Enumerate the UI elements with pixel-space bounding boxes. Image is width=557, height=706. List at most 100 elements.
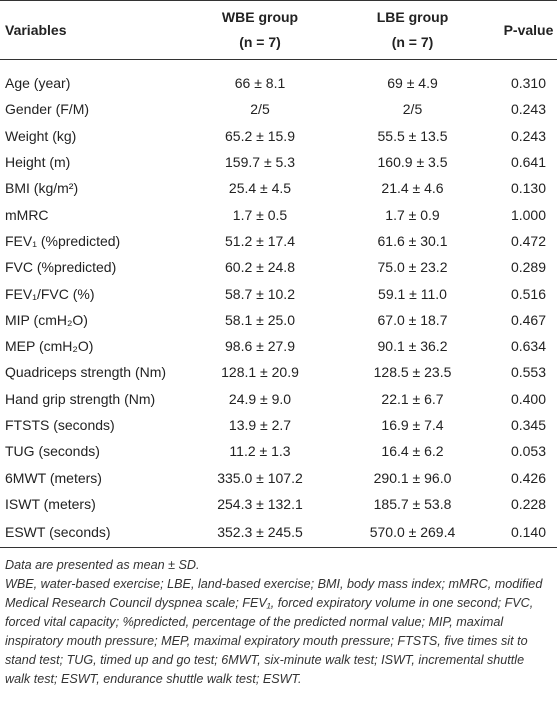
table-cell: Weight (kg): [5, 127, 77, 144]
table-cell: MIP (cmH₂O): [5, 311, 88, 328]
table-cell: 0.400: [510, 390, 547, 407]
table-cell: 160.9 ± 3.5: [377, 154, 448, 171]
table-cell: 13.9 ± 2.7: [228, 417, 292, 433]
table-cell: 16.4 ± 6.2: [381, 443, 444, 460]
table-cell: 16.9 ± 7.4: [381, 417, 444, 433]
footnote: WBE, water-based exercise; LBE, land-bas…: [5, 577, 543, 687]
table-cell: 58.7 ± 10.2: [225, 285, 295, 302]
table-cell: 0.243: [510, 101, 547, 118]
table-cell: 0.472: [510, 232, 547, 249]
table-cell: 1.7 ± 0.9: [385, 206, 440, 223]
table-cell: 1.000: [510, 206, 547, 223]
table-cell: 128.5 ± 23.5: [373, 364, 452, 381]
table-cell: Quadriceps strength (Nm): [5, 364, 167, 381]
table-row: MEP (cmH₂O) 98.6 ± 27.9 90.1 ± 36.2 0.634: [0, 333, 557, 359]
table-row: FEV₁ (%predicted) 51.2 ± 17.4 61.6 ± 30.1 0…: [0, 228, 557, 254]
table-cell: FEV₁ (%predicted): [5, 232, 121, 249]
table-cell: Gender (F/M): [5, 101, 90, 118]
table-cell: BMI (kg/m²): [5, 180, 79, 197]
table-cell: 0.553: [510, 364, 547, 381]
table-row: Height (m) 159.7 ± 5.3 160.9 ± 3.5 0.641: [0, 149, 557, 175]
table-row: FVC (%predicted) 60.2 ± 24.8 75.0 ± 23.2 0.…: [0, 254, 557, 280]
table-cell: Age (year): [5, 75, 71, 92]
header-text: Variables: [5, 21, 67, 38]
table-cell: 75.0 ± 23.2: [377, 259, 448, 276]
table-cell: 159.7 ± 5.3: [225, 154, 295, 171]
table-cell: 0.130: [510, 180, 547, 197]
table-cell: 98.6 ± 27.9: [225, 338, 295, 355]
table-cell: 90.1 ± 36.2: [377, 338, 448, 355]
header-cell: LBE group (n = 7): [325, 1, 500, 60]
table-cell: 0.243: [510, 127, 547, 144]
table-cell: 67.0 ± 18.7: [377, 311, 448, 328]
table-cell: 0.140: [510, 524, 547, 541]
table-row: Gender (F/M) 2/5 2/5 0.243: [0, 96, 557, 122]
table-cell: 69 ± 4.9: [387, 75, 438, 92]
table-cell: 0.516: [510, 285, 547, 302]
table-row: TUG (seconds) 11.2 ± 1.3 16.4 ± 6.2 0.053: [0, 438, 557, 464]
header-text: P-value: [503, 21, 554, 38]
table-cell: FVC (%predicted): [5, 259, 117, 276]
table-cell: 335.0 ± 107.2: [217, 469, 303, 486]
table-cell: MEP (cmH₂O): [5, 338, 94, 355]
table-cell: Height (m): [5, 154, 71, 171]
table-cell: 6MWT (meters): [5, 469, 102, 486]
table-cell: 60.2 ± 24.8: [225, 259, 295, 276]
table-row: MIP (cmH₂O) 58.1 ± 25.0 67.0 ± 18.7 0.467: [0, 307, 557, 333]
table-cell: ISWT (meters): [5, 495, 96, 512]
table-cell: 24.9 ± 9.0: [228, 390, 292, 407]
table-cell: ESWT (seconds): [5, 524, 111, 541]
table-cell: 0.345: [510, 417, 547, 433]
table-cell: FTSTS (seconds): [5, 417, 115, 433]
header-text: LBE group: [376, 9, 449, 25]
table-row: Quadriceps strength (Nm) 128.1 ± 20.9 128.…: [0, 359, 557, 385]
table-cell: mMRC: [5, 206, 49, 223]
table-body: Age (year) 66 ± 8.1 69 ± 4.9 0.310 Gender (F…: [0, 60, 557, 548]
table-header: Variables WBE group (n = 7) LBE group (n = 7…: [0, 0, 557, 60]
table-cell: 0.426: [510, 469, 547, 486]
footnote: Data are presented as mean ± SD.: [5, 558, 200, 573]
table-cell: 570.0 ± 269.4: [369, 524, 456, 541]
header-text: (n = 7): [391, 34, 434, 50]
table-cell: 59.1 ± 11.0: [378, 285, 447, 302]
table-cell: 55.5 ± 13.5: [377, 127, 448, 144]
table-row: Hand grip strength (Nm) 24.9 ± 9.0 22.1 ± …: [0, 386, 557, 412]
table-cell: 58.1 ± 25.0: [225, 311, 295, 328]
table-row: ESWT (seconds) 352.3 ± 245.5 570.0 ± 269.4…: [0, 517, 557, 548]
footnotes: Data are presented as mean ± SD. WBE, wat…: [0, 548, 557, 689]
header-cell: P-value: [500, 1, 557, 60]
table-cell: 61.6 ± 30.1: [377, 232, 448, 249]
table-row: 6MWT (meters) 335.0 ± 107.2 290.1 ± 96.0 0.…: [0, 464, 557, 490]
table-cell: 66 ± 8.1: [234, 75, 286, 92]
table-cell: 0.634: [510, 338, 547, 355]
table-row: BMI (kg/m²) 25.4 ± 4.5 21.4 ± 4.6 0.130: [0, 175, 557, 201]
table-cell: TUG (seconds): [5, 443, 100, 460]
table-cell: 21.4 ± 4.6: [381, 180, 444, 197]
data-table: Variables WBE group (n = 7) LBE group (n = 7…: [0, 0, 557, 548]
table-cell: 1.7 ± 0.5: [232, 206, 288, 223]
table-cell: 11.2 ± 1.3: [229, 443, 291, 460]
header-text: (n = 7): [239, 34, 281, 50]
table-cell: 352.3 ± 245.5: [217, 524, 303, 541]
header-text: WBE group: [221, 9, 299, 25]
table-cell: 290.1 ± 96.0: [373, 469, 452, 486]
table-cell: 0.310: [510, 75, 547, 92]
table-cell: FEV₁/FVC (%): [5, 285, 95, 302]
table-cell: 254.3 ± 132.1: [217, 495, 303, 512]
table-cell: Hand grip strength (Nm): [5, 390, 156, 407]
table-row: Weight (kg) 65.2 ± 15.9 55.5 ± 13.5 0.243: [0, 123, 557, 149]
table-cell: 0.228: [510, 495, 547, 512]
header-cell: WBE group (n = 7): [195, 1, 325, 60]
table-row: Age (year) 66 ± 8.1 69 ± 4.9 0.310: [0, 60, 557, 97]
table-cell: 0.289: [510, 259, 547, 276]
header-cell: Variables: [0, 1, 195, 60]
table-cell: 0.053: [510, 443, 547, 460]
table-row: FTSTS (seconds) 13.9 ± 2.7 16.9 ± 7.4 0.345: [0, 412, 557, 438]
table-cell: 0.641: [510, 154, 547, 171]
table-cell: 25.4 ± 4.5: [228, 180, 292, 197]
table-row: ISWT (meters) 254.3 ± 132.1 185.7 ± 53.8 0.…: [0, 491, 557, 517]
table-cell: 51.2 ± 17.4: [225, 232, 295, 249]
table-cell: 185.7 ± 53.8: [373, 495, 452, 512]
table-cell: 2/5: [250, 101, 270, 118]
